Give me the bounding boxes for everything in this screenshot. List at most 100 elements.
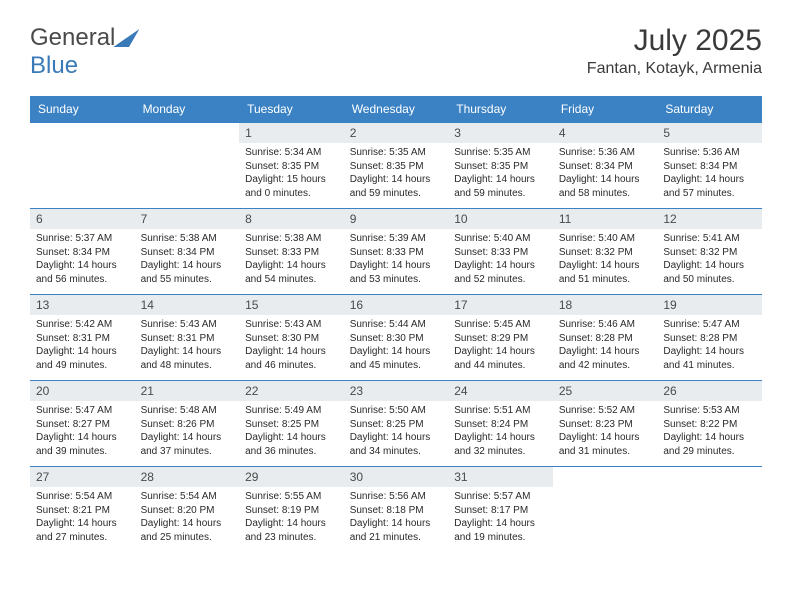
calendar-empty-cell [135, 123, 240, 209]
day-number: 12 [657, 209, 762, 229]
day-number: 7 [135, 209, 240, 229]
day-data: Sunrise: 5:56 AMSunset: 8:18 PMDaylight:… [344, 487, 449, 547]
calendar-header-cell: Monday [135, 96, 240, 123]
calendar-week-row: 27Sunrise: 5:54 AMSunset: 8:21 PMDayligh… [30, 467, 762, 553]
calendar-day-cell: 13Sunrise: 5:42 AMSunset: 8:31 PMDayligh… [30, 295, 135, 381]
calendar-day-cell: 31Sunrise: 5:57 AMSunset: 8:17 PMDayligh… [448, 467, 553, 553]
calendar-header-cell: Wednesday [344, 96, 449, 123]
calendar-day-cell: 26Sunrise: 5:53 AMSunset: 8:22 PMDayligh… [657, 381, 762, 467]
day-data: Sunrise: 5:40 AMSunset: 8:33 PMDaylight:… [448, 229, 553, 289]
day-number: 22 [239, 381, 344, 401]
logo-icon [113, 29, 139, 47]
header: General Blue July 2025 Fantan, Kotayk, A… [30, 24, 762, 80]
day-number: 4 [553, 123, 658, 143]
calendar-empty-cell [553, 467, 658, 553]
day-data: Sunrise: 5:47 AMSunset: 8:28 PMDaylight:… [657, 315, 762, 375]
calendar-day-cell: 14Sunrise: 5:43 AMSunset: 8:31 PMDayligh… [135, 295, 240, 381]
day-data: Sunrise: 5:48 AMSunset: 8:26 PMDaylight:… [135, 401, 240, 461]
calendar-day-cell: 22Sunrise: 5:49 AMSunset: 8:25 PMDayligh… [239, 381, 344, 467]
calendar-day-cell: 30Sunrise: 5:56 AMSunset: 8:18 PMDayligh… [344, 467, 449, 553]
calendar-body: 1Sunrise: 5:34 AMSunset: 8:35 PMDaylight… [30, 123, 762, 553]
day-data: Sunrise: 5:50 AMSunset: 8:25 PMDaylight:… [344, 401, 449, 461]
day-data: Sunrise: 5:44 AMSunset: 8:30 PMDaylight:… [344, 315, 449, 375]
day-data: Sunrise: 5:52 AMSunset: 8:23 PMDaylight:… [553, 401, 658, 461]
calendar-day-cell: 23Sunrise: 5:50 AMSunset: 8:25 PMDayligh… [344, 381, 449, 467]
calendar-day-cell: 19Sunrise: 5:47 AMSunset: 8:28 PMDayligh… [657, 295, 762, 381]
day-data: Sunrise: 5:43 AMSunset: 8:31 PMDaylight:… [135, 315, 240, 375]
day-number: 25 [553, 381, 658, 401]
page-title: July 2025 [587, 24, 762, 58]
day-number: 11 [553, 209, 658, 229]
calendar-week-row: 20Sunrise: 5:47 AMSunset: 8:27 PMDayligh… [30, 381, 762, 467]
calendar-day-cell: 11Sunrise: 5:40 AMSunset: 8:32 PMDayligh… [553, 209, 658, 295]
day-number: 20 [30, 381, 135, 401]
calendar-header-cell: Tuesday [239, 96, 344, 123]
day-data: Sunrise: 5:54 AMSunset: 8:21 PMDaylight:… [30, 487, 135, 547]
day-data: Sunrise: 5:54 AMSunset: 8:20 PMDaylight:… [135, 487, 240, 547]
calendar-day-cell: 15Sunrise: 5:43 AMSunset: 8:30 PMDayligh… [239, 295, 344, 381]
logo-text: General Blue [30, 24, 139, 80]
day-data: Sunrise: 5:49 AMSunset: 8:25 PMDaylight:… [239, 401, 344, 461]
day-data: Sunrise: 5:40 AMSunset: 8:32 PMDaylight:… [553, 229, 658, 289]
day-data: Sunrise: 5:41 AMSunset: 8:32 PMDaylight:… [657, 229, 762, 289]
day-number: 24 [448, 381, 553, 401]
day-number: 18 [553, 295, 658, 315]
calendar-header-cell: Thursday [448, 96, 553, 123]
day-number: 2 [344, 123, 449, 143]
calendar-header-cell: Friday [553, 96, 658, 123]
day-number: 29 [239, 467, 344, 487]
calendar-header-cell: Saturday [657, 96, 762, 123]
calendar-day-cell: 16Sunrise: 5:44 AMSunset: 8:30 PMDayligh… [344, 295, 449, 381]
calendar-week-row: 6Sunrise: 5:37 AMSunset: 8:34 PMDaylight… [30, 209, 762, 295]
day-data: Sunrise: 5:45 AMSunset: 8:29 PMDaylight:… [448, 315, 553, 375]
calendar-day-cell: 27Sunrise: 5:54 AMSunset: 8:21 PMDayligh… [30, 467, 135, 553]
calendar-empty-cell [657, 467, 762, 553]
calendar-day-cell: 18Sunrise: 5:46 AMSunset: 8:28 PMDayligh… [553, 295, 658, 381]
day-data: Sunrise: 5:51 AMSunset: 8:24 PMDaylight:… [448, 401, 553, 461]
calendar-day-cell: 5Sunrise: 5:36 AMSunset: 8:34 PMDaylight… [657, 123, 762, 209]
day-data: Sunrise: 5:43 AMSunset: 8:30 PMDaylight:… [239, 315, 344, 375]
day-data: Sunrise: 5:38 AMSunset: 8:33 PMDaylight:… [239, 229, 344, 289]
logo-text-part1: General [30, 24, 115, 51]
calendar-day-cell: 7Sunrise: 5:38 AMSunset: 8:34 PMDaylight… [135, 209, 240, 295]
calendar-day-cell: 4Sunrise: 5:36 AMSunset: 8:34 PMDaylight… [553, 123, 658, 209]
day-data: Sunrise: 5:38 AMSunset: 8:34 PMDaylight:… [135, 229, 240, 289]
day-number: 15 [239, 295, 344, 315]
logo: General Blue [30, 24, 139, 80]
day-data: Sunrise: 5:35 AMSunset: 8:35 PMDaylight:… [448, 143, 553, 203]
calendar-table: SundayMondayTuesdayWednesdayThursdayFrid… [30, 96, 762, 553]
day-data: Sunrise: 5:35 AMSunset: 8:35 PMDaylight:… [344, 143, 449, 203]
day-number: 13 [30, 295, 135, 315]
title-block: July 2025 Fantan, Kotayk, Armenia [587, 24, 762, 78]
calendar-day-cell: 20Sunrise: 5:47 AMSunset: 8:27 PMDayligh… [30, 381, 135, 467]
day-number: 9 [344, 209, 449, 229]
day-data: Sunrise: 5:34 AMSunset: 8:35 PMDaylight:… [239, 143, 344, 203]
day-number: 6 [30, 209, 135, 229]
calendar-empty-cell [30, 123, 135, 209]
day-data: Sunrise: 5:37 AMSunset: 8:34 PMDaylight:… [30, 229, 135, 289]
calendar-day-cell: 21Sunrise: 5:48 AMSunset: 8:26 PMDayligh… [135, 381, 240, 467]
day-data: Sunrise: 5:57 AMSunset: 8:17 PMDaylight:… [448, 487, 553, 547]
calendar-day-cell: 29Sunrise: 5:55 AMSunset: 8:19 PMDayligh… [239, 467, 344, 553]
day-data: Sunrise: 5:47 AMSunset: 8:27 PMDaylight:… [30, 401, 135, 461]
day-number: 17 [448, 295, 553, 315]
day-number: 31 [448, 467, 553, 487]
calendar-header-cell: Sunday [30, 96, 135, 123]
day-number: 23 [344, 381, 449, 401]
day-data: Sunrise: 5:55 AMSunset: 8:19 PMDaylight:… [239, 487, 344, 547]
day-number: 5 [657, 123, 762, 143]
calendar-week-row: 1Sunrise: 5:34 AMSunset: 8:35 PMDaylight… [30, 123, 762, 209]
day-number: 14 [135, 295, 240, 315]
day-number: 3 [448, 123, 553, 143]
calendar-day-cell: 10Sunrise: 5:40 AMSunset: 8:33 PMDayligh… [448, 209, 553, 295]
day-data: Sunrise: 5:39 AMSunset: 8:33 PMDaylight:… [344, 229, 449, 289]
calendar-day-cell: 28Sunrise: 5:54 AMSunset: 8:20 PMDayligh… [135, 467, 240, 553]
day-number: 1 [239, 123, 344, 143]
calendar-day-cell: 9Sunrise: 5:39 AMSunset: 8:33 PMDaylight… [344, 209, 449, 295]
day-number: 10 [448, 209, 553, 229]
day-number: 16 [344, 295, 449, 315]
calendar-day-cell: 12Sunrise: 5:41 AMSunset: 8:32 PMDayligh… [657, 209, 762, 295]
day-data: Sunrise: 5:36 AMSunset: 8:34 PMDaylight:… [553, 143, 658, 203]
calendar-day-cell: 24Sunrise: 5:51 AMSunset: 8:24 PMDayligh… [448, 381, 553, 467]
day-number: 8 [239, 209, 344, 229]
